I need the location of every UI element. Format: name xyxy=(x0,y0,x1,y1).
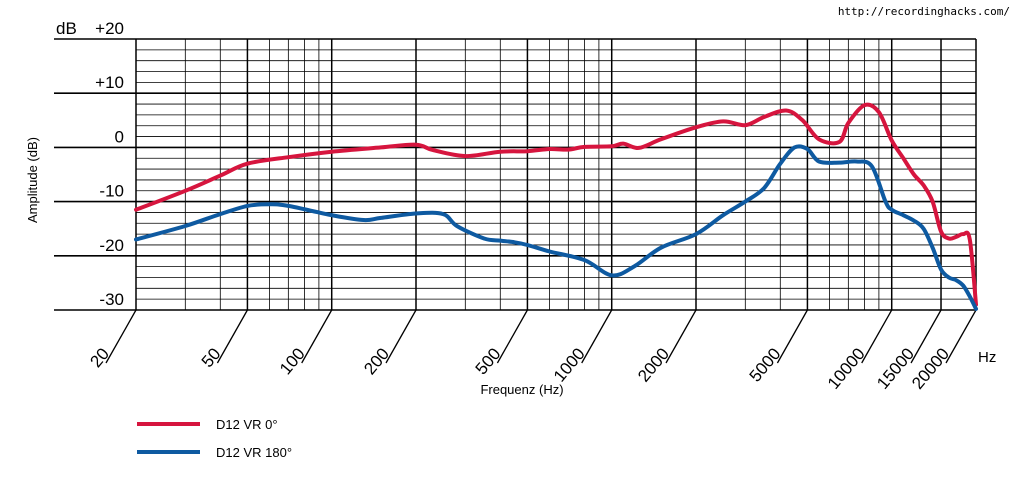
source-url: http://recordinghacks.com/ xyxy=(838,5,1010,18)
legend: D12 VR 0° D12 VR 180° xyxy=(137,417,292,460)
x-tick-slash xyxy=(301,309,333,364)
y-tick-label: -10 xyxy=(99,182,124,201)
y-tick-label: -20 xyxy=(99,236,124,255)
x-tick-slash xyxy=(665,309,697,364)
x-tick-label: 50 xyxy=(198,344,225,371)
y-tick-label: 0 xyxy=(115,127,124,146)
x-tick-label: 500 xyxy=(472,344,505,378)
x-tick-label: 20 xyxy=(86,344,113,371)
y-tick-label: +10 xyxy=(95,73,124,92)
x-tick-slash xyxy=(945,309,977,364)
x-tick-slash xyxy=(861,309,893,364)
x-tick-slash xyxy=(581,309,613,364)
x-tick-label: 5000 xyxy=(746,344,785,385)
x-tick-label: 100 xyxy=(276,344,309,378)
x-tick-slash xyxy=(776,309,808,364)
x-tick-label: 200 xyxy=(360,344,393,378)
y-unit-label: dB xyxy=(56,19,77,38)
legend-label-0: D12 VR 0° xyxy=(216,417,278,432)
y-tick-label: -30 xyxy=(99,290,124,309)
x-axis-title: Frequenz (Hz) xyxy=(480,382,563,397)
x-unit-label: Hz xyxy=(978,349,996,366)
y-tick-label: +20 xyxy=(95,19,124,38)
axes: +20 +10 0 -10 -20 -30 20 50 100 200 500 1000 2000 500… xyxy=(86,19,977,393)
x-tick-slash xyxy=(496,309,528,364)
x-tick-label: 20000 xyxy=(908,344,953,392)
grid xyxy=(54,38,977,311)
x-tick-slash xyxy=(105,309,137,364)
x-tick-label: 2000 xyxy=(634,344,673,385)
x-tick-label: 1000 xyxy=(550,344,589,385)
x-tick-label: 10000 xyxy=(824,344,869,392)
x-tick-slash xyxy=(385,309,417,364)
x-tick-label: 15000 xyxy=(873,344,918,392)
x-tick-slash xyxy=(216,309,248,364)
x-tick-slash xyxy=(910,309,942,364)
series-line-0 xyxy=(134,102,978,307)
legend-label-1: D12 VR 180° xyxy=(216,445,292,460)
series-lines xyxy=(134,102,978,311)
series-line-1 xyxy=(134,144,978,311)
y-axis-title: Amplitude (dB) xyxy=(25,137,40,223)
